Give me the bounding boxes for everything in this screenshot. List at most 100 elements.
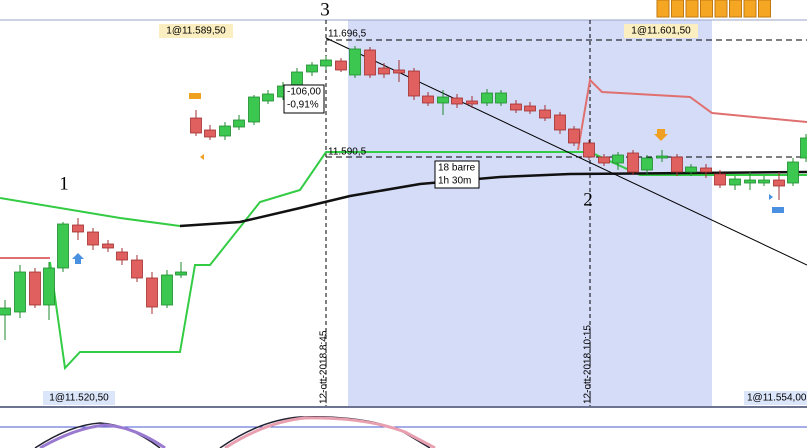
candle-body bbox=[219, 125, 231, 137]
level-label: 11.590,5 bbox=[328, 147, 367, 158]
wave-label: 1 bbox=[59, 173, 69, 194]
candle-body bbox=[714, 173, 726, 186]
change-box bbox=[283, 84, 325, 114]
candle-body bbox=[700, 167, 712, 173]
candle-body bbox=[248, 96, 260, 123]
candle-body bbox=[539, 109, 551, 119]
order-block bbox=[685, 0, 699, 18]
candle-body bbox=[116, 251, 128, 261]
candle-body bbox=[335, 60, 347, 71]
tick-marker bbox=[200, 154, 204, 160]
order-block bbox=[671, 0, 684, 18]
order-block bbox=[758, 0, 771, 18]
order-block bbox=[729, 0, 742, 18]
order-block bbox=[656, 0, 670, 18]
duration-box bbox=[434, 160, 480, 189]
date-label: 12-ott-2018 10:15 bbox=[583, 325, 594, 404]
candle-body bbox=[146, 277, 158, 308]
candle-body bbox=[800, 137, 807, 159]
candle-body bbox=[451, 97, 463, 105]
red-stop-line bbox=[577, 77, 807, 151]
wave-label: 2 bbox=[583, 189, 593, 210]
wave-label: 3 bbox=[320, 0, 330, 20]
trend-line bbox=[325, 37, 807, 266]
candle-body bbox=[29, 271, 41, 306]
candle-body bbox=[72, 224, 84, 233]
level-label: 11.696,5 bbox=[328, 29, 367, 40]
candle-body bbox=[656, 155, 668, 159]
order-block bbox=[700, 0, 713, 18]
moving-average bbox=[179, 170, 807, 228]
candle-body bbox=[349, 48, 361, 76]
order-block bbox=[714, 0, 728, 18]
candle-body bbox=[131, 259, 143, 279]
candle-body bbox=[568, 128, 580, 144]
candle-body bbox=[102, 243, 114, 249]
price-tag: 1@11.554,00 bbox=[747, 393, 807, 404]
candle-body bbox=[204, 129, 216, 138]
candle-body bbox=[598, 156, 610, 164]
candle-body bbox=[685, 166, 697, 173]
green-stop-line bbox=[49, 151, 807, 371]
order-block bbox=[743, 0, 757, 18]
price-tag-box bbox=[744, 391, 807, 405]
change-value: -106,00 bbox=[287, 87, 321, 98]
candle-body bbox=[612, 154, 624, 164]
price-tag-box bbox=[159, 24, 233, 38]
candle-body bbox=[57, 223, 69, 269]
candle-body bbox=[466, 100, 478, 105]
candle-body bbox=[262, 93, 274, 102]
duration: 1h 30m bbox=[438, 176, 471, 187]
candle-body bbox=[671, 156, 683, 173]
candle-body bbox=[495, 92, 507, 104]
candle-body bbox=[14, 271, 26, 313]
candle-body bbox=[364, 49, 376, 76]
candle-body bbox=[190, 117, 202, 134]
candle-body bbox=[510, 103, 522, 111]
candle-body bbox=[320, 59, 332, 67]
candle-body bbox=[422, 95, 434, 104]
price-tag: 1@11.589,50 bbox=[166, 26, 226, 37]
change-percent: -0,91% bbox=[287, 100, 319, 111]
candle-body bbox=[583, 142, 595, 158]
candle-body bbox=[787, 161, 799, 184]
candle-body bbox=[627, 152, 639, 173]
candle-body bbox=[175, 271, 187, 276]
candle-body bbox=[437, 96, 449, 104]
candle-body bbox=[641, 157, 653, 171]
price-tag-box bbox=[43, 391, 115, 405]
candle-body bbox=[378, 67, 390, 75]
candle-body bbox=[291, 71, 303, 86]
green-stop-line bbox=[0, 197, 181, 227]
candle-body bbox=[393, 69, 405, 74]
price-tag: 1@11.601,50 bbox=[631, 26, 691, 37]
candle-body bbox=[773, 179, 785, 187]
marker bbox=[189, 93, 201, 99]
arrow-down bbox=[654, 129, 668, 141]
marker bbox=[772, 207, 784, 213]
candle-body bbox=[87, 231, 99, 246]
date-label: 12-ott-2018 8:45 bbox=[319, 330, 330, 404]
candle-body bbox=[524, 105, 536, 112]
candle-body bbox=[758, 179, 770, 184]
tick-marker bbox=[769, 194, 773, 200]
price-tag: 1@11.520,50 bbox=[49, 393, 109, 404]
selection-area bbox=[348, 20, 712, 406]
candle-body bbox=[306, 64, 318, 73]
bar-count: 18 barre bbox=[438, 163, 476, 174]
candle-body bbox=[554, 114, 566, 131]
candle-body bbox=[233, 119, 245, 128]
candle-body bbox=[43, 267, 55, 306]
candle-body bbox=[408, 70, 420, 97]
arrow-up bbox=[72, 253, 84, 264]
oscillator-line bbox=[224, 416, 436, 448]
candle-body bbox=[744, 179, 756, 184]
candle-body bbox=[729, 178, 741, 186]
candle-body bbox=[481, 92, 493, 104]
oscillator-line bbox=[39, 423, 166, 448]
order-blocks bbox=[656, 0, 771, 18]
price-tag-box bbox=[624, 24, 698, 38]
candle-body bbox=[161, 274, 173, 306]
candle-body bbox=[0, 307, 11, 316]
